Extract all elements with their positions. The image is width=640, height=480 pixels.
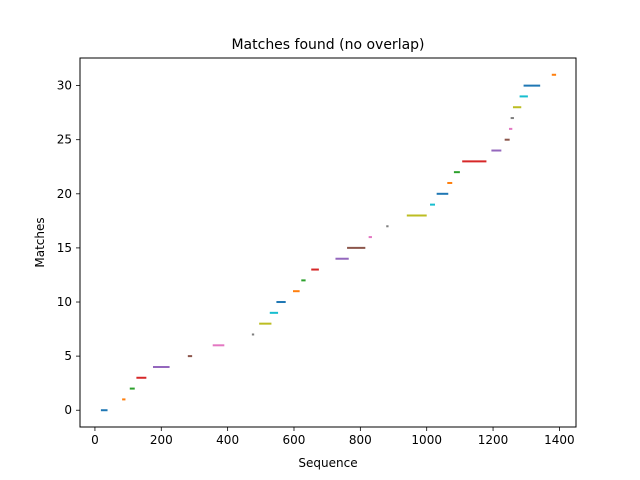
y-tick-label: 0 (64, 403, 72, 417)
y-tick-label: 25 (57, 133, 72, 147)
y-axis-label: Matches (33, 217, 47, 267)
x-tick-label: 0 (91, 433, 99, 447)
x-tick-label: 600 (283, 433, 306, 447)
y-axis-ticks: 0 5 10 15 20 25 30 (57, 79, 80, 417)
x-tick-label: 400 (216, 433, 239, 447)
x-tick-label: 1000 (411, 433, 442, 447)
chart-title: Matches found (no overlap) (231, 37, 424, 53)
x-tick-label: 200 (150, 433, 173, 447)
x-tick-label: 1400 (544, 433, 575, 447)
plot-area (79, 57, 577, 428)
y-tick-label: 20 (57, 187, 72, 201)
y-tick-label: 15 (57, 241, 72, 255)
x-axis-label: Sequence (298, 456, 357, 470)
x-tick-label: 800 (349, 433, 372, 447)
axes-frame (79, 57, 577, 428)
y-tick-label: 10 (57, 295, 72, 309)
x-tick-label: 1200 (478, 433, 509, 447)
y-tick-label: 30 (57, 79, 72, 93)
match-segments (100, 73, 557, 412)
x-axis-ticks: 0 200 400 600 800 1000 1200 1400 (91, 427, 575, 447)
y-tick-label: 5 (64, 349, 72, 363)
